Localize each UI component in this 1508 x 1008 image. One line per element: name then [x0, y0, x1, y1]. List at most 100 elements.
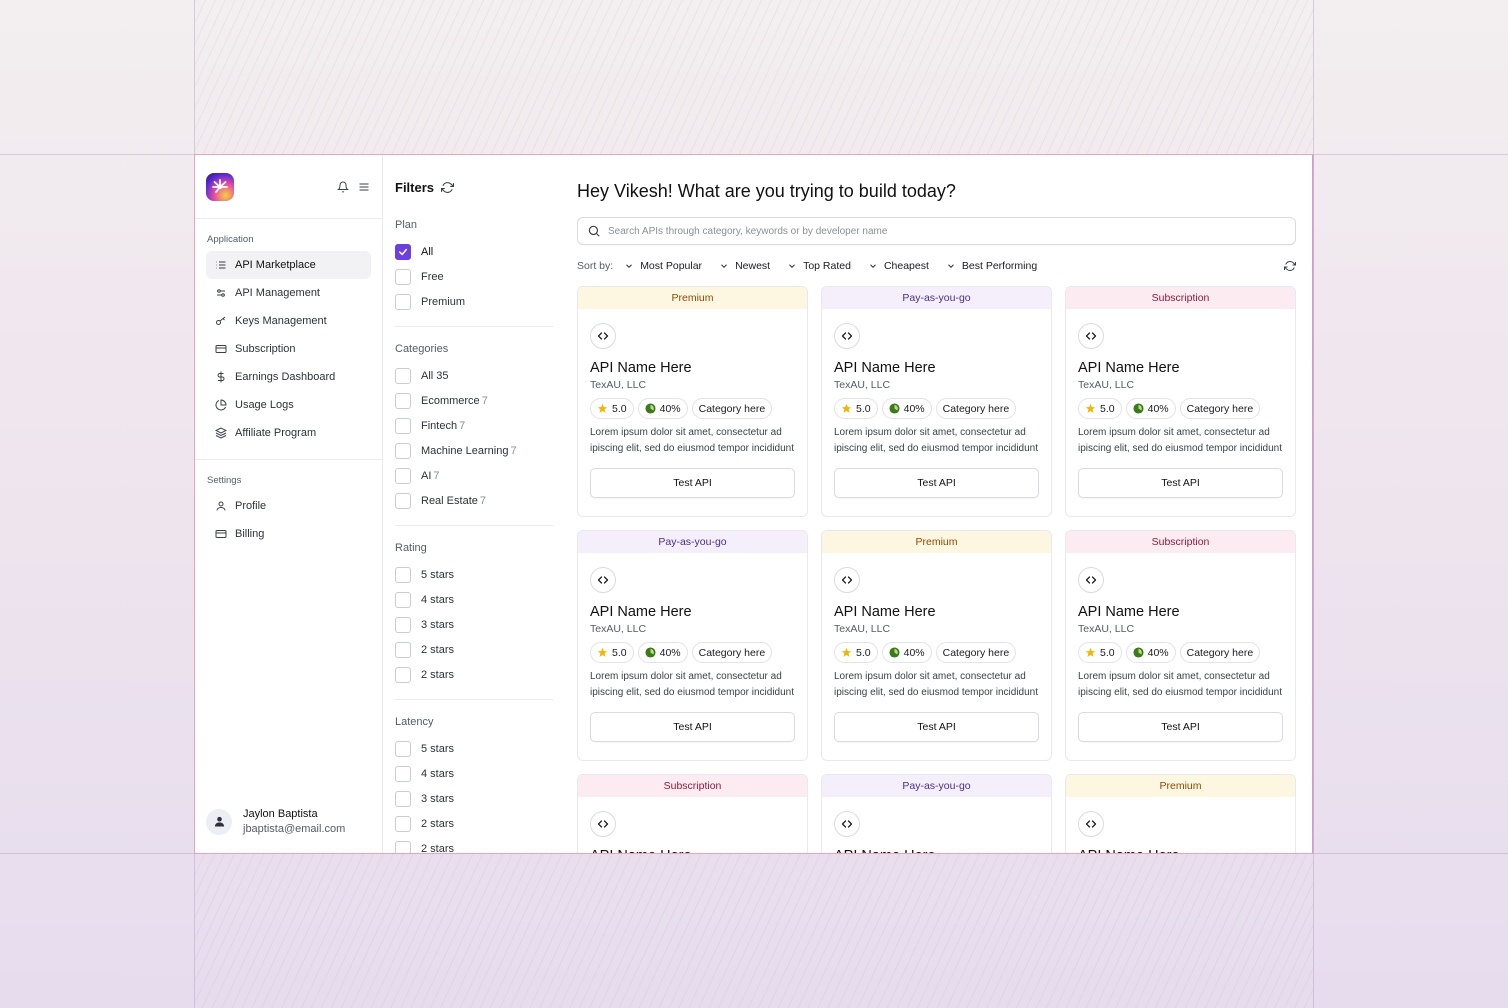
- test-api-button[interactable]: Test API: [1078, 712, 1283, 742]
- card-badges: 5.0 40% Category here: [590, 398, 795, 419]
- pie-icon: [215, 399, 227, 411]
- filter-option[interactable]: Ecommerce 7: [395, 388, 553, 413]
- checkbox[interactable]: [395, 467, 411, 484]
- filter-option[interactable]: 5 stars: [395, 562, 553, 587]
- sidebar-item-billing[interactable]: Billing: [206, 520, 371, 548]
- test-api-button[interactable]: Test API: [1078, 468, 1283, 498]
- bell-icon[interactable]: [337, 181, 349, 193]
- filter-option[interactable]: AI 7: [395, 463, 553, 488]
- api-card[interactable]: Subscription API Name Here: [577, 774, 808, 853]
- api-card[interactable]: Premium API Name Here TexAU, LLC 5.0 40% Cate…: [577, 286, 808, 517]
- checkbox[interactable]: [395, 616, 411, 633]
- sort-option[interactable]: Cheapest: [868, 260, 929, 272]
- checkbox[interactable]: [395, 815, 411, 832]
- sort-option[interactable]: Top Rated: [787, 260, 851, 272]
- sidebar-item-label: Profile: [235, 500, 267, 512]
- filter-option[interactable]: 3 stars: [395, 786, 553, 811]
- uptime-value: 40%: [903, 402, 925, 415]
- api-name[interactable]: API Name Here: [834, 848, 1039, 853]
- filter-option[interactable]: 2 stars: [395, 836, 553, 853]
- checkbox[interactable]: [395, 417, 411, 434]
- sidebar-item-subscription[interactable]: Subscription: [206, 335, 371, 363]
- checkbox[interactable]: [395, 840, 411, 853]
- api-card[interactable]: Pay-as-you-go API Name Here TexAU, LLC 5.0 4…: [821, 286, 1052, 517]
- sidebar-item-keys-management[interactable]: Keys Management: [206, 307, 371, 335]
- sidebar-item-api-management[interactable]: API Management: [206, 279, 371, 307]
- checkbox[interactable]: [395, 641, 411, 658]
- sort-option[interactable]: Most Popular: [624, 260, 702, 272]
- filter-option-label: 5 stars: [421, 569, 454, 581]
- test-api-button[interactable]: Test API: [590, 712, 795, 742]
- api-name[interactable]: API Name Here: [590, 360, 692, 376]
- checkbox[interactable]: [395, 293, 411, 310]
- api-name[interactable]: API Name Here: [590, 848, 795, 853]
- rating-badge: 5.0: [590, 642, 634, 663]
- api-name[interactable]: API Name Here: [1078, 360, 1180, 376]
- filter-option[interactable]: 2 stars: [395, 662, 553, 687]
- sidebar-item-api-marketplace[interactable]: API Marketplace: [206, 251, 371, 279]
- filter-option[interactable]: All: [395, 239, 553, 264]
- filter-option[interactable]: 2 stars: [395, 637, 553, 662]
- checkbox[interactable]: [395, 492, 411, 509]
- sidebar-item-label: Billing: [235, 528, 265, 540]
- sidebar-header: [195, 155, 382, 219]
- api-card[interactable]: Subscription API Name Here TexAU, LLC 5.0 40…: [1065, 530, 1296, 761]
- api-icon: [1078, 323, 1104, 349]
- filter-option[interactable]: All 35: [395, 363, 553, 388]
- search-input[interactable]: [608, 225, 1286, 237]
- api-name[interactable]: API Name Here: [834, 604, 936, 620]
- category-badge: Category here: [1179, 642, 1261, 663]
- sort-option[interactable]: Best Performing: [946, 260, 1037, 272]
- reset-filters-icon[interactable]: [441, 181, 455, 194]
- api-name[interactable]: API Name Here: [834, 360, 936, 376]
- filter-option[interactable]: 4 stars: [395, 761, 553, 786]
- api-card[interactable]: Pay-as-you-go API Name Here: [821, 774, 1052, 853]
- filter-option[interactable]: 5 stars: [395, 736, 553, 761]
- checkbox[interactable]: [395, 268, 411, 285]
- checkbox[interactable]: [395, 790, 411, 807]
- checkbox[interactable]: [395, 243, 411, 260]
- sort-option[interactable]: Newest: [719, 260, 770, 272]
- sidebar-item-earnings-dashboard[interactable]: Earnings Dashboard: [206, 363, 371, 391]
- option-text: Real Estate: [421, 494, 478, 507]
- filter-option-label: 4 stars: [421, 768, 454, 780]
- api-card[interactable]: Premium API Name Here TexAU, LLC 5.0 40% Cate…: [821, 530, 1052, 761]
- menu-icon[interactable]: [358, 181, 370, 193]
- divider: [195, 459, 382, 460]
- checkbox[interactable]: [395, 392, 411, 409]
- desc-line: ipiscing elit, sed do eiusmod tempor inc…: [590, 687, 794, 698]
- sidebar-item-affiliate-program[interactable]: Affiliate Program: [206, 419, 371, 447]
- test-api-button[interactable]: Test API: [834, 468, 1039, 498]
- checkbox[interactable]: [395, 740, 411, 757]
- checkbox[interactable]: [395, 765, 411, 782]
- filter-option[interactable]: 2 stars: [395, 811, 553, 836]
- sidebar-item-label: API Marketplace: [235, 259, 316, 271]
- filter-option[interactable]: Machine Learning 7: [395, 438, 553, 463]
- checkbox[interactable]: [395, 666, 411, 683]
- filter-option[interactable]: 3 stars: [395, 612, 553, 637]
- api-name[interactable]: API Name Here: [590, 604, 692, 620]
- sidebar-item-usage-logs[interactable]: Usage Logs: [206, 391, 371, 419]
- test-api-button[interactable]: Test API: [590, 468, 795, 498]
- app-logo[interactable]: [206, 172, 234, 201]
- filter-option[interactable]: Real Estate 7: [395, 488, 553, 513]
- filter-option[interactable]: 4 stars: [395, 587, 553, 612]
- refresh-icon[interactable]: [1284, 260, 1296, 275]
- sidebar-item-profile[interactable]: Profile: [206, 492, 371, 520]
- api-name[interactable]: API Name Here: [1078, 848, 1283, 853]
- checkbox[interactable]: [395, 591, 411, 608]
- api-card[interactable]: Pay-as-you-go API Name Here TexAU, LLC 5.0 4…: [577, 530, 808, 761]
- filter-option[interactable]: Free: [395, 264, 553, 289]
- api-card[interactable]: Subscription API Name Here TexAU, LLC 5.0 40…: [1065, 286, 1296, 517]
- search-bar[interactable]: [577, 217, 1296, 245]
- checkbox[interactable]: [395, 367, 411, 384]
- api-card[interactable]: Premium API Name Here: [1065, 774, 1296, 853]
- api-name[interactable]: API Name Here: [1078, 604, 1180, 620]
- filter-option[interactable]: Fintech 7: [395, 413, 553, 438]
- filter-option[interactable]: Premium: [395, 289, 553, 314]
- user-profile[interactable]: Jaylon Baptista jbaptista@email.com: [206, 808, 345, 835]
- user-email: jbaptista@email.com: [243, 823, 346, 835]
- checkbox[interactable]: [395, 566, 411, 583]
- checkbox[interactable]: [395, 442, 411, 459]
- test-api-button[interactable]: Test API: [834, 712, 1039, 742]
